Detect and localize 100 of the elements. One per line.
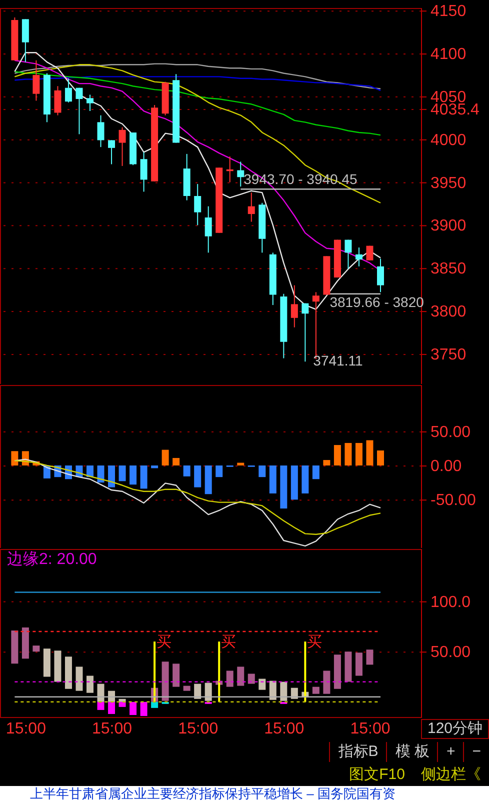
x-tick-label: 15:00 — [178, 720, 218, 738]
bar — [32, 646, 40, 652]
candlestick — [302, 302, 309, 362]
y-tick-label: 3850 — [430, 260, 466, 278]
bar — [64, 656, 72, 689]
candlestick — [118, 126, 126, 166]
bar — [204, 465, 212, 494]
y-tick-label: 3950 — [430, 174, 466, 192]
bar — [323, 460, 330, 466]
text: 模 板 — [386, 742, 438, 762]
y-tick-label: 100.0 — [430, 594, 471, 611]
bar — [312, 465, 320, 480]
bar — [108, 465, 116, 488]
candlestick — [108, 140, 116, 165]
annotation: 边缘2: 20.00 — [7, 550, 97, 568]
bar — [216, 465, 223, 478]
bar — [344, 442, 352, 466]
text: 图文F10 — [348, 765, 406, 785]
bar — [76, 666, 83, 691]
bar — [172, 664, 180, 687]
candlestick — [86, 94, 94, 112]
candlestick — [194, 183, 202, 226]
bar — [355, 652, 362, 676]
candlestick — [237, 161, 244, 188]
y-tick-label: 0.00 — [430, 458, 462, 475]
bar — [280, 682, 288, 701]
y-tick-label: 50.00 — [430, 644, 471, 662]
line-series — [14, 460, 382, 535]
text: + — [437, 742, 464, 762]
bar — [162, 662, 169, 701]
bar — [162, 450, 169, 466]
bar — [302, 465, 309, 494]
bar — [355, 442, 362, 466]
y-tick-label: -50.00 — [430, 492, 476, 510]
candlestick — [64, 78, 72, 103]
bar — [334, 445, 341, 466]
bar — [269, 465, 276, 494]
bar — [323, 670, 330, 694]
annotation: 3741.11 — [313, 352, 363, 369]
bar — [194, 465, 202, 488]
x-tick-label: 15:00 — [350, 720, 390, 738]
data-label: 买 — [307, 634, 322, 651]
bar — [226, 670, 234, 687]
bar — [218, 642, 220, 702]
bar — [280, 465, 288, 508]
candlestick — [376, 258, 384, 293]
data-label: 买 — [221, 634, 236, 651]
bar — [183, 465, 190, 476]
bar — [86, 676, 94, 693]
bar — [258, 678, 266, 690]
bar — [237, 666, 244, 686]
bar — [183, 686, 190, 691]
text: 120分钟 — [426, 719, 484, 739]
bar — [22, 627, 29, 659]
data-label: 买 — [156, 634, 172, 651]
bar — [97, 465, 104, 483]
bar — [258, 465, 266, 478]
bar — [43, 648, 50, 677]
x-tick-label: 15:00 — [92, 720, 132, 738]
bar — [97, 702, 104, 710]
bar — [194, 684, 202, 699]
text: 指标B — [329, 742, 386, 762]
bar — [366, 440, 374, 466]
bar — [130, 702, 137, 715]
bar — [154, 642, 156, 702]
bar — [304, 642, 306, 702]
line-series — [14, 63, 382, 90]
candlestick — [290, 284, 298, 328]
bar — [290, 688, 298, 699]
text: 侧边栏《 — [420, 765, 482, 785]
bar — [140, 702, 148, 716]
line-series — [14, 70, 382, 136]
candlestick — [54, 86, 62, 116]
bar — [54, 650, 62, 682]
candlestick — [355, 247, 362, 267]
candlestick — [248, 192, 255, 222]
x-tick-label: 15:00 — [264, 720, 304, 738]
bar — [312, 686, 320, 694]
bar — [334, 654, 341, 689]
bar — [151, 702, 158, 708]
bar — [108, 702, 116, 714]
line-series — [14, 458, 382, 547]
text: 上半年甘肃省属企业主要经济指标保持平稳增长 – 国务院国有资 — [29, 786, 396, 801]
candlestick — [32, 60, 40, 102]
candlestick — [204, 206, 212, 254]
candlestick — [344, 239, 352, 270]
bar — [204, 682, 212, 701]
bar — [118, 465, 126, 482]
bar — [11, 630, 18, 664]
bar — [248, 674, 255, 684]
bar — [366, 650, 374, 665]
x-tick-label: 15:00 — [6, 720, 46, 738]
candlestick — [76, 87, 83, 135]
candlestick — [140, 152, 148, 192]
bar — [86, 465, 94, 478]
bar — [151, 465, 158, 468]
candlestick — [97, 114, 104, 148]
bar — [118, 702, 126, 707]
y-tick-label: 4100 — [430, 46, 466, 63]
y-tick-label: 4000 — [430, 132, 466, 149]
